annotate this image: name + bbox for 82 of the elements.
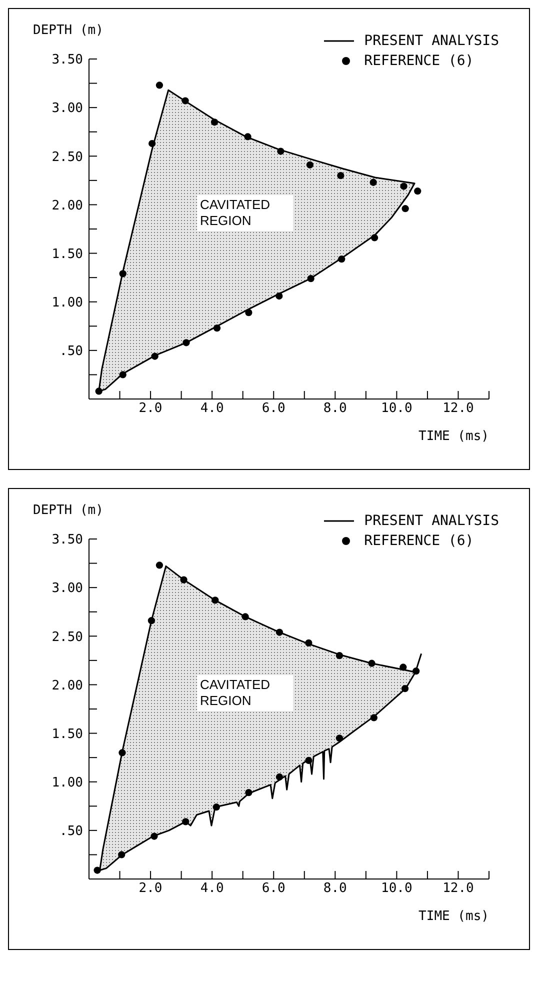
legend-label: REFERENCE (6) [364, 53, 474, 69]
point [150, 832, 158, 840]
point [182, 339, 190, 346]
point [148, 140, 156, 148]
point [305, 639, 312, 647]
y-tick-label: 2.00 [52, 198, 83, 214]
point [277, 148, 284, 155]
point [245, 308, 252, 316]
point [148, 617, 156, 624]
point [212, 804, 220, 811]
y-tick-label: 1.50 [52, 726, 83, 742]
point [212, 596, 219, 604]
legend-label: REFERENCE (6) [364, 533, 474, 549]
x-tick-label: 4.0 [200, 881, 224, 896]
point [276, 628, 284, 636]
point [338, 256, 346, 263]
point [370, 234, 378, 242]
point [370, 714, 378, 722]
point [412, 668, 420, 675]
y-tick-label: 2.00 [52, 678, 83, 694]
point [370, 178, 377, 186]
point [182, 818, 190, 826]
x-axis-title: TIME (ms) [418, 909, 489, 924]
point [307, 274, 314, 282]
point [156, 562, 164, 569]
y-tick-label: .50 [60, 344, 83, 360]
point [210, 118, 218, 126]
point [180, 576, 188, 584]
y-axis-title: DEPTH (m) [33, 503, 104, 518]
point [156, 82, 164, 89]
point [336, 652, 344, 660]
x-tick-label: 8.0 [323, 881, 347, 896]
point [182, 97, 189, 104]
point [94, 866, 101, 874]
point [213, 324, 221, 332]
point [337, 172, 344, 180]
x-tick-label: 4.0 [200, 401, 224, 416]
y-tick-label: 2.50 [52, 150, 83, 165]
point [401, 685, 409, 692]
legend-label: PRESENT ANALYSIS [364, 33, 499, 49]
x-tick-label: 10.0 [381, 881, 412, 896]
point [119, 371, 126, 378]
y-tick-label: 3.50 [52, 52, 83, 68]
point [245, 788, 252, 796]
point [95, 388, 102, 395]
x-tick-label: 8.0 [323, 401, 347, 416]
y-tick-label: 1.00 [52, 295, 83, 310]
x-tick-label: 2.0 [138, 401, 162, 416]
y-tick-label: 3.50 [52, 532, 83, 548]
point [402, 205, 409, 212]
y-tick-label: 1.00 [52, 775, 83, 790]
point [305, 756, 312, 764]
point [400, 182, 408, 190]
y-tick-label: 3.00 [52, 581, 83, 596]
point [400, 664, 407, 671]
x-axis-title: TIME (ms) [418, 429, 489, 444]
point [118, 749, 126, 756]
point [336, 734, 344, 742]
annotation: CAVITATED REGION [197, 675, 293, 711]
y-tick-label: 1.50 [52, 246, 83, 262]
x-tick-label: 6.0 [262, 881, 286, 896]
point [414, 188, 422, 195]
point [118, 851, 126, 858]
x-tick-label: 6.0 [262, 401, 286, 416]
x-tick-label: 12.0 [442, 401, 474, 416]
y-tick-label: 3.00 [52, 101, 83, 116]
y-tick-label: 2.50 [52, 630, 83, 645]
legend-label: PRESENT ANALYSIS [364, 513, 499, 529]
x-tick-label: 10.0 [381, 401, 412, 416]
point [276, 292, 283, 300]
point [151, 352, 158, 360]
x-tick-label: 12.0 [442, 881, 474, 896]
point [119, 270, 126, 278]
annotation: CAVITATED REGION [197, 195, 293, 231]
y-axis-title: DEPTH (m) [33, 23, 104, 38]
point [306, 161, 314, 168]
point [242, 613, 249, 620]
point [244, 133, 252, 140]
y-tick-label: .50 [60, 824, 83, 840]
point [276, 773, 284, 781]
point [368, 660, 376, 667]
x-tick-label: 2.0 [138, 881, 162, 896]
